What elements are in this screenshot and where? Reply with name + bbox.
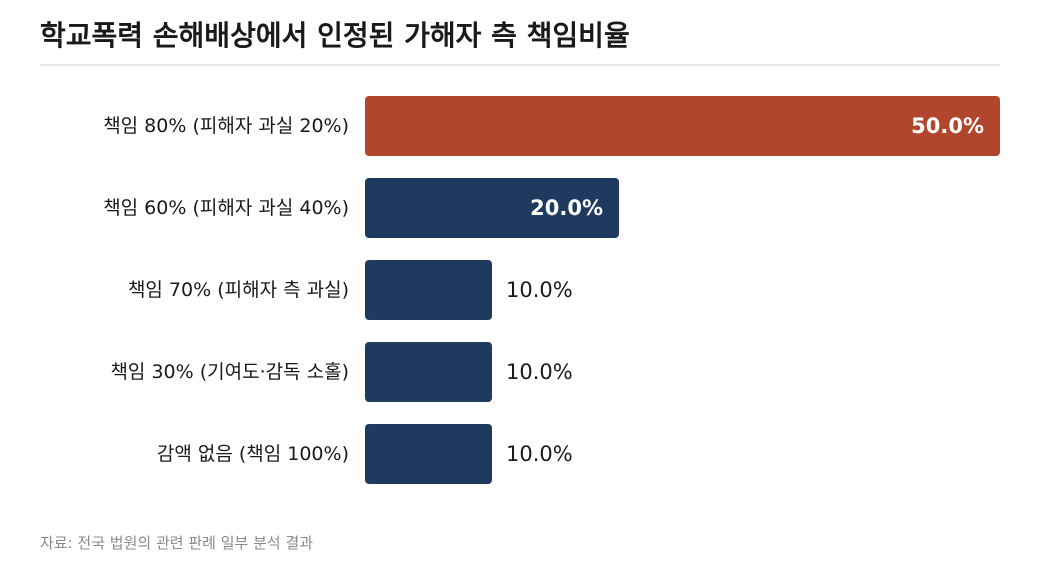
value-label: 10.0% xyxy=(506,360,573,384)
category-label: 감액 없음 (책임 100%) xyxy=(157,443,349,465)
bar-chart: 책임 80% (피해자 과실 20%) 50.0% 책임 60% (피해자 과실 4… xyxy=(103,96,1000,484)
chart-title: 학교폭력 손해배상에서 인정된 가해자 측 책임비율 xyxy=(40,19,630,52)
value-label: 20.0% xyxy=(530,196,603,220)
category-label: 책임 70% (피해자 측 과실) xyxy=(128,279,349,301)
value-label: 10.0% xyxy=(506,278,573,302)
bar xyxy=(365,342,492,402)
category-label: 책임 30% (기여도·감독 소홀) xyxy=(110,361,349,383)
bar xyxy=(365,178,619,238)
category-label: 책임 80% (피해자 과실 20%) xyxy=(103,115,349,137)
title-divider xyxy=(40,64,1000,66)
category-label: 책임 60% (피해자 과실 40%) xyxy=(103,197,349,219)
bar xyxy=(365,96,1000,156)
value-label: 10.0% xyxy=(506,442,573,466)
bar xyxy=(365,260,492,320)
value-label: 50.0% xyxy=(911,114,984,138)
bar xyxy=(365,424,492,484)
source-note: 자료: 전국 법원의 관련 판례 일부 분석 결과 xyxy=(40,534,314,552)
